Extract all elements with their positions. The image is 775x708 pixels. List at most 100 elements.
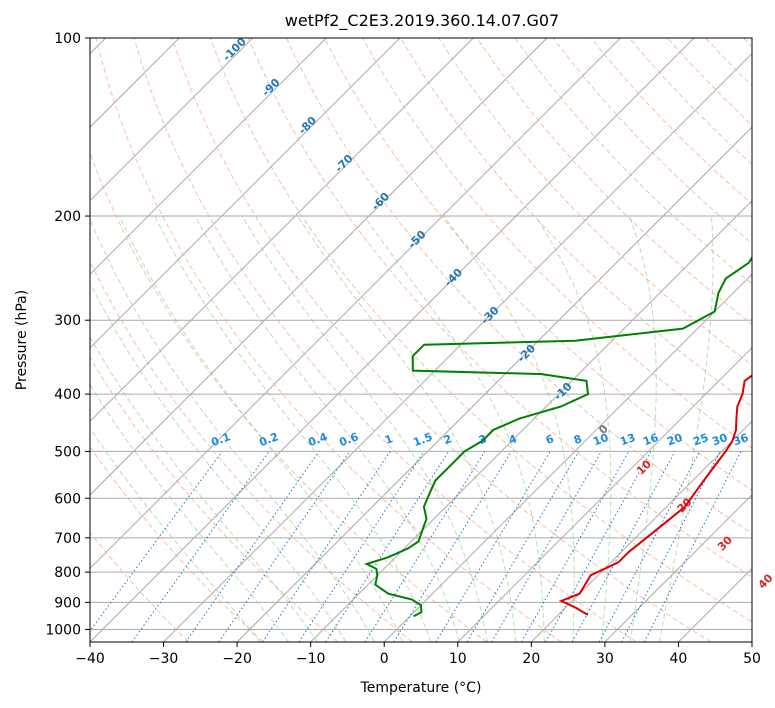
dry-adiabat-line xyxy=(90,356,339,642)
moist-adiabat-line xyxy=(90,218,375,642)
moist-adiabat-line xyxy=(658,215,714,642)
y-tick-label: 100 xyxy=(54,31,81,47)
dry-adiabat-label: -80 xyxy=(296,114,319,137)
mixing-ratio-line xyxy=(521,451,630,642)
profile-lines xyxy=(363,256,752,618)
dry-adiabat-line xyxy=(90,151,488,642)
mixing-ratio-label: 4 xyxy=(507,432,519,447)
mixing-ratio-label: 2 xyxy=(442,432,454,447)
dry-adiabat-label: -20 xyxy=(515,342,538,365)
mixing-ratio-label: 0.6 xyxy=(337,430,360,449)
temperature-profile-line xyxy=(558,374,752,616)
moist-adiabat-line xyxy=(119,215,404,642)
isotherm-line xyxy=(90,38,695,642)
chart-title: wetPf2_C2E3.2019.360.14.07.G07 xyxy=(285,11,559,31)
mixing-ratio-line xyxy=(364,451,486,642)
dry-adiabat-line xyxy=(705,38,752,87)
moist-adiabat-line xyxy=(297,215,517,642)
x-tick-label: 10 xyxy=(449,651,467,667)
dry-adiabat-line xyxy=(247,38,752,578)
dry-adiabat-line xyxy=(324,38,752,491)
y-tick-label: 1000 xyxy=(45,622,81,638)
mixing-ratio-label: 0.4 xyxy=(306,430,329,449)
mixing-ratio-line xyxy=(435,451,551,642)
dry-adiabat-line xyxy=(133,38,637,642)
y-tick-label: 200 xyxy=(54,209,81,225)
moist-adiabat-line xyxy=(194,215,460,642)
mixing-ratio-line xyxy=(298,451,425,642)
mixing-ratio-line xyxy=(393,451,512,642)
mixing-ratio-line xyxy=(185,451,320,642)
isotherm-line xyxy=(310,199,752,642)
dry-adiabat-label: -10 xyxy=(551,380,574,403)
mixing-ratio-line xyxy=(325,451,450,642)
dry-adiabat-line xyxy=(514,38,752,285)
dry-adiabat-line xyxy=(171,38,712,642)
isotherm-line xyxy=(90,38,254,202)
mixing-ratio-label: 10 xyxy=(591,431,610,449)
moist-adiabat-line xyxy=(90,281,347,642)
isotherm-line xyxy=(678,567,752,642)
dry-adiabat-label: -50 xyxy=(405,228,428,251)
mixing-ratio-label: 16 xyxy=(641,431,660,449)
isotherm-line xyxy=(530,420,752,642)
dry-adiabat-label: 40 xyxy=(756,571,775,591)
x-tick-label: 20 xyxy=(522,651,540,667)
moist-adiabat-line xyxy=(154,215,432,642)
plot-frame xyxy=(89,37,753,643)
moist-adiabat-line xyxy=(363,215,545,642)
isotherm-line xyxy=(457,347,752,642)
dry-adiabat-line xyxy=(628,38,752,165)
dry-adiabat-label: -70 xyxy=(332,152,355,175)
mixing-ratio-line xyxy=(262,451,391,642)
x-tick-label: 30 xyxy=(596,651,614,667)
moist-adiabat-line xyxy=(90,427,261,642)
dry-adiabat-line xyxy=(90,531,190,642)
isotherm-line xyxy=(604,494,752,642)
y-tick-label: 800 xyxy=(54,565,81,581)
dry-adiabat-line xyxy=(476,38,752,325)
moist-adiabat-line xyxy=(534,215,612,642)
isotherm-line xyxy=(90,38,474,423)
mixing-ratio-line xyxy=(545,451,652,642)
dry-adiabat-line xyxy=(400,38,752,407)
dry-adiabat-line xyxy=(90,260,413,642)
dry-adiabat-label: 30 xyxy=(715,533,735,553)
x-tick-label: 0 xyxy=(380,651,389,667)
mixing-ratio-line xyxy=(466,451,580,642)
isoline-labels: -100-90-80-70-60-50-40-30-20-10010203040… xyxy=(209,35,775,592)
y-tick-label: 600 xyxy=(54,491,81,507)
x-tick-label: 50 xyxy=(743,651,761,667)
moist-adiabat-line xyxy=(90,383,290,642)
x-tick-label: −40 xyxy=(75,651,105,667)
mixing-ratio-label: 1 xyxy=(383,432,395,447)
dry-adiabat-line xyxy=(590,38,752,205)
mixing-ratio-label: 1.5 xyxy=(411,430,434,449)
x-tick-label: −10 xyxy=(296,651,326,667)
mixing-ratio-line xyxy=(90,451,223,632)
y-tick-label: 900 xyxy=(54,595,81,611)
dry-adiabat-line xyxy=(285,38,752,535)
moist-adiabat-line xyxy=(628,215,657,642)
dewpoint-profile-line xyxy=(363,256,752,618)
moist-adiabat-line xyxy=(90,335,318,642)
mixing-ratio-label: 0.1 xyxy=(209,430,232,449)
mixing-ratio-line xyxy=(571,451,676,642)
mixing-ratio-label: 30 xyxy=(710,431,729,449)
mixing-ratio-line xyxy=(218,451,351,642)
y-tick-label: 400 xyxy=(54,387,81,403)
mixing-ratio-label: 8 xyxy=(572,432,584,447)
dry-adiabat-line xyxy=(95,38,562,642)
y-tick-label: 500 xyxy=(54,444,81,460)
isotherm-line xyxy=(90,38,401,349)
isotherm-line xyxy=(236,126,752,642)
y-tick-label: 300 xyxy=(54,313,81,329)
mixing-ratio-line xyxy=(131,451,270,642)
mixing-ratio-label: 6 xyxy=(544,432,556,447)
dry-adiabat-label: -40 xyxy=(442,266,465,289)
dry-adiabat-label: -90 xyxy=(259,76,282,99)
dry-adiabat-line xyxy=(209,38,752,623)
y-tick-label: 700 xyxy=(54,531,81,547)
y-axis-ticks: 100 200 300 400 500 600 700 800 900 1000 xyxy=(45,31,90,638)
background-isolines xyxy=(90,38,752,642)
